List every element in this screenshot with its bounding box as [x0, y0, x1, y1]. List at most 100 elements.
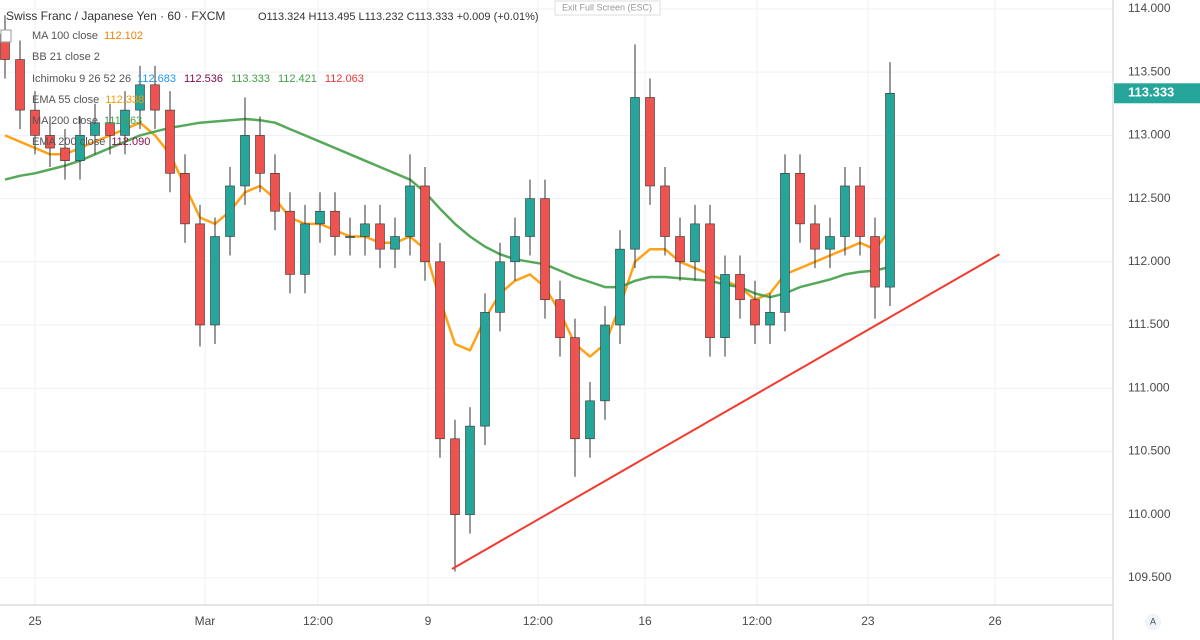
- candle-body: [90, 122, 100, 136]
- candle-body: [585, 400, 595, 440]
- candle-body: [300, 223, 310, 275]
- candle-body: [600, 324, 610, 402]
- candle-body: [870, 236, 880, 288]
- indicator-value: 111.963: [104, 115, 142, 127]
- candle-body: [405, 185, 415, 237]
- collapse-button[interactable]: [0, 29, 12, 43]
- candle-body: [480, 312, 490, 427]
- indicator-name: MA 100 close: [32, 30, 98, 42]
- x-tick-label: 12:00: [303, 614, 333, 628]
- candle-body: [720, 274, 730, 338]
- candle-body: [765, 312, 775, 326]
- candle-body: [120, 109, 130, 136]
- candle-body: [75, 135, 85, 161]
- candle-body: [255, 135, 265, 174]
- auto-scale-button[interactable]: [1145, 614, 1161, 630]
- candle-body: [780, 173, 790, 313]
- candle-body: [525, 198, 535, 237]
- candle-body: [180, 173, 190, 225]
- candle-body: [345, 236, 355, 238]
- chart-title: Swiss Franc / Japanese Yen · 60 · FXCM: [6, 9, 225, 23]
- indicator-value: 112.421: [278, 73, 317, 85]
- candle-body: [885, 92, 895, 288]
- x-tick-label: 26: [988, 614, 1002, 628]
- candle-body: [150, 84, 160, 111]
- ohlc-readout: O113.324 H113.495 L113.232 C113.333 +0.0…: [258, 11, 539, 23]
- candle-body: [495, 261, 505, 313]
- candle-body: [315, 210, 325, 225]
- y-tick-label: 112.000: [1128, 254, 1171, 268]
- candle-body: [630, 97, 640, 250]
- trendline: [451, 253, 1000, 570]
- y-tick-label: 110.500: [1128, 444, 1171, 458]
- indicator-value: 113.333: [231, 73, 270, 85]
- candle-body: [810, 223, 820, 250]
- x-tick-label: 25: [28, 614, 42, 628]
- candle-body: [225, 185, 235, 237]
- candle-body: [510, 236, 520, 263]
- x-tick-label: 12:00: [742, 614, 772, 628]
- candle-body: [540, 198, 550, 301]
- candle-body: [690, 223, 700, 263]
- indicator-name: MA 200 close: [32, 115, 98, 127]
- indicator-value: 112.338: [105, 94, 144, 106]
- x-tick-label: Mar: [195, 614, 216, 628]
- candle-body: [240, 135, 250, 187]
- candle-body: [555, 299, 565, 338]
- candle-body: [270, 173, 280, 212]
- x-tick-label: 16: [638, 614, 652, 628]
- indicator-name: Ichimoku 9 26 52 26: [32, 73, 131, 85]
- candle-body: [105, 122, 115, 136]
- axes: 109.500 110.000 110.500 111.000 111.500 112.0…: [28, 1, 1200, 628]
- indicator-value: 112.683: [137, 73, 176, 85]
- candle-body: [660, 185, 670, 237]
- candle-body: [750, 299, 760, 326]
- candle-body: [195, 223, 205, 326]
- candle-body: [165, 109, 175, 174]
- indicator-value: 112.536: [184, 73, 223, 85]
- candle-body: [465, 425, 475, 515]
- candle-body: [285, 210, 295, 275]
- candle-body: [645, 97, 655, 187]
- candle-body: [360, 223, 370, 237]
- x-tick-label: 12:00: [523, 614, 553, 628]
- y-tick-label: 111.500: [1128, 317, 1170, 331]
- candle-body: [735, 274, 745, 301]
- y-tick-label: 112.500: [1128, 191, 1171, 205]
- candle-body: [795, 173, 805, 225]
- y-tick-label: 110.000: [1128, 507, 1171, 521]
- exit-fullscreen-button[interactable]: [554, 0, 661, 16]
- candle-body: [390, 236, 400, 250]
- indicator-value: 112.102: [104, 30, 143, 42]
- exit-fullscreen-label[interactable]: Exit Full Screen (ESC): [562, 2, 652, 12]
- candle-body: [570, 337, 580, 440]
- candle-body: [330, 210, 340, 237]
- candle-body: [435, 261, 445, 440]
- candle-body: [420, 185, 430, 263]
- candle-body: [375, 223, 385, 250]
- indicator-name: EMA 200 close: [32, 136, 105, 148]
- candle-body: [135, 84, 145, 111]
- candle-body: [705, 223, 715, 338]
- x-tick-label: 23: [861, 614, 875, 628]
- auto-scale-label[interactable]: A: [1150, 616, 1156, 626]
- x-tick-label: 9: [425, 614, 432, 628]
- candle-body: [450, 438, 460, 515]
- candle-body: [840, 185, 850, 237]
- y-tick-label: 113.000: [1128, 128, 1171, 142]
- candle-body: [210, 236, 220, 326]
- candle-body: [15, 59, 25, 111]
- indicator-name: BB 21 close 2: [32, 51, 100, 63]
- candle-body: [45, 135, 55, 149]
- y-tick-label: 114.000: [1128, 1, 1171, 15]
- candle-body: [30, 109, 40, 136]
- y-tick-label: 113.500: [1128, 64, 1171, 78]
- last-price-label: 113.333: [1128, 85, 1174, 100]
- y-tick-label: 111.000: [1128, 380, 1170, 394]
- candle-body: [675, 236, 685, 263]
- indicator-name: EMA 55 close: [32, 94, 99, 106]
- y-tick-label: 109.500: [1128, 570, 1172, 584]
- indicator-value: 112.090: [111, 136, 150, 148]
